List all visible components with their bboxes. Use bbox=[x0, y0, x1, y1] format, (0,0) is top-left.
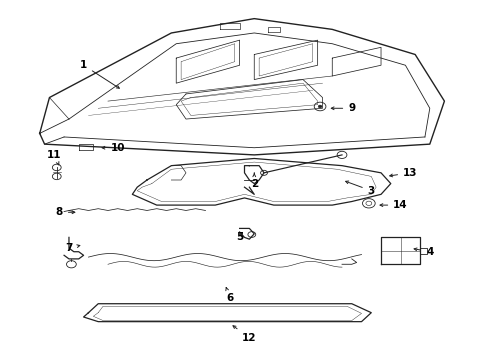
Text: 12: 12 bbox=[232, 326, 256, 343]
Text: 2: 2 bbox=[250, 173, 257, 189]
Text: 8: 8 bbox=[56, 207, 75, 217]
Text: 4: 4 bbox=[413, 247, 432, 257]
Text: 1: 1 bbox=[80, 60, 119, 88]
Text: 3: 3 bbox=[345, 181, 374, 196]
Text: 10: 10 bbox=[102, 143, 125, 153]
Text: 5: 5 bbox=[236, 232, 243, 242]
Text: 6: 6 bbox=[225, 288, 233, 303]
Circle shape bbox=[318, 105, 322, 108]
Text: 11: 11 bbox=[47, 150, 61, 165]
Text: 9: 9 bbox=[330, 103, 355, 113]
Text: 7: 7 bbox=[65, 243, 80, 253]
Text: 14: 14 bbox=[379, 200, 407, 210]
Text: 13: 13 bbox=[389, 168, 417, 178]
